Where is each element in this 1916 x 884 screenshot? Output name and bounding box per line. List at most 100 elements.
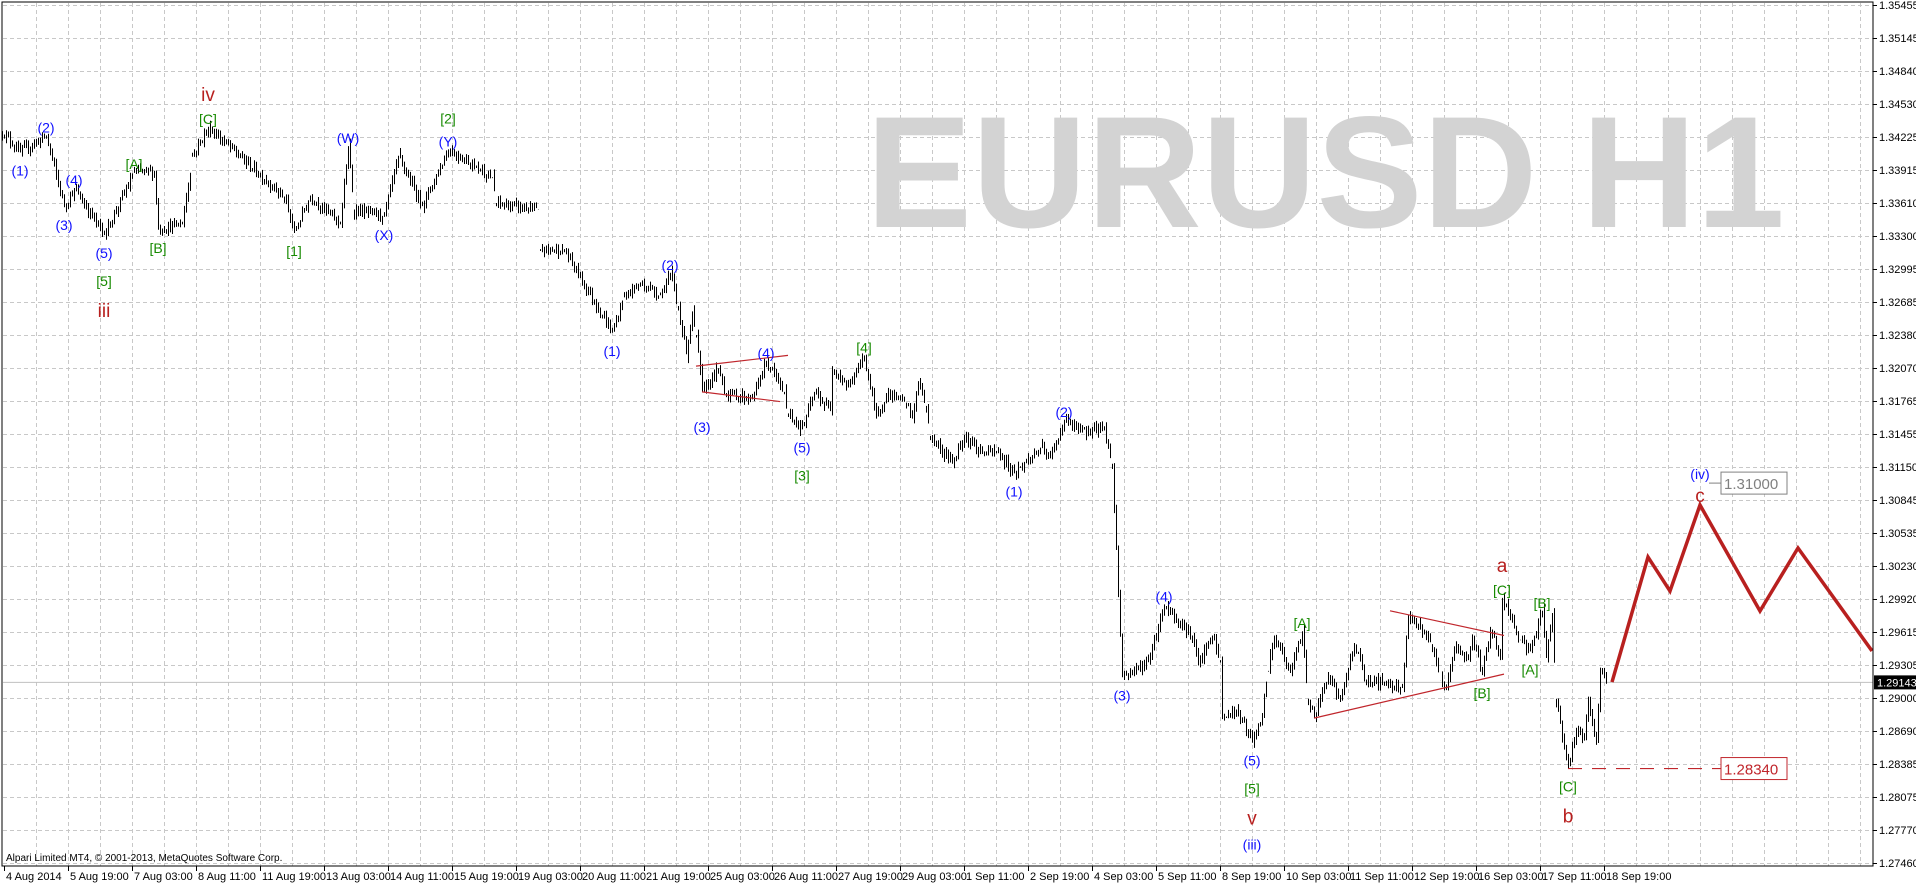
target-level-box[interactable] (1720, 471, 1788, 495)
wave-label: c (1695, 486, 1705, 507)
triangle-trendline[interactable] (1313, 673, 1505, 719)
analysis-overlays: 1.31000 1.28340 (695, 354, 1874, 781)
x-tick-label: 15 Aug 19:00 (454, 871, 519, 883)
x-tick-label: 8 Aug 11:00 (198, 871, 256, 883)
x-tick-label: 29 Aug 03:00 (902, 871, 967, 883)
wave-label: (3) (55, 217, 72, 233)
current-price-label: 1.29143 (1877, 677, 1916, 689)
triangle-trendline[interactable] (701, 391, 781, 403)
x-tick-label: 16 Sep 03:00 (1478, 871, 1543, 883)
y-tick-label: 1.34840 (1879, 66, 1916, 78)
triangle-trendline[interactable] (1389, 610, 1505, 637)
wave-label: (1) (11, 162, 28, 178)
x-tick-label: 13 Aug 03:00 (326, 871, 391, 883)
wave-label: (4) (65, 172, 82, 188)
y-tick-label: 1.32685 (1879, 297, 1916, 309)
wave-label: a (1497, 556, 1508, 577)
x-tick-label: 26 Aug 11:00 (774, 871, 838, 883)
y-tick-label: 1.28075 (1879, 792, 1916, 804)
chart-grid (3, 3, 1873, 866)
wave-label: [B] (1533, 595, 1550, 611)
price-axis[interactable]: 1.35455 1.35145 1.34840 1.34530 1.34225 1.339… (1873, 0, 1916, 870)
y-tick-label: 1.35145 (1879, 33, 1916, 45)
triangle-trendline[interactable] (695, 354, 789, 367)
copyright-text: Alpari Limited MT4, © 2001-2013, MetaQuo… (6, 853, 282, 864)
wave-label: (5) (95, 245, 112, 261)
wave-label: (5) (793, 439, 810, 455)
wave-label: (3) (693, 419, 710, 435)
x-tick-label: 4 Aug 2014 (6, 871, 62, 883)
wave-label: [A] (125, 156, 142, 172)
x-tick-label: 20 Aug 11:00 (582, 871, 646, 883)
wave-label: (iv) (1690, 466, 1709, 482)
current-price-badge (1874, 675, 1916, 690)
wave-label: iv (201, 85, 215, 106)
wave-label: [B] (149, 240, 166, 256)
stop-level-label: 1.28340 (1724, 762, 1778, 779)
y-tick-label: 1.33610 (1879, 198, 1916, 210)
y-tick-label: 1.34225 (1879, 132, 1916, 144)
x-tick-label: 11 Sep 11:00 (1350, 871, 1414, 883)
y-tick-label: 1.32070 (1879, 363, 1916, 375)
y-tick-label: 1.32995 (1879, 264, 1916, 276)
x-tick-label: 12 Sep 19:00 (1414, 871, 1479, 883)
x-tick-label: 5 Sep 11:00 (1158, 871, 1217, 883)
wave-label: (X) (375, 227, 394, 243)
wave-label: v (1247, 809, 1257, 830)
y-tick-label: 1.33915 (1879, 165, 1916, 177)
wave-label: [2] (440, 110, 456, 126)
wave-label: [5] (1244, 781, 1260, 797)
y-tick-label: 1.29305 (1879, 660, 1916, 672)
x-tick-label: 25 Aug 03:00 (710, 871, 775, 883)
x-tick-label: 2 Sep 19:00 (1030, 871, 1089, 883)
x-tick-label: 11 Aug 19:00 (262, 871, 326, 883)
y-tick-label: 1.29920 (1879, 594, 1916, 606)
wave-label: (2) (1055, 404, 1072, 420)
y-tick-label: 1.33300 (1879, 231, 1916, 243)
wave-label: (4) (757, 345, 774, 361)
price-bars (2, 120, 1607, 769)
x-tick-label: 1 Sep 11:00 (966, 871, 1025, 883)
y-tick-label: 1.27460 (1879, 858, 1916, 870)
wave-label: (1) (1005, 483, 1022, 499)
wave-label: [C] (1559, 778, 1577, 794)
time-axis[interactable]: 4 Aug 2014 5 Aug 19:00 7 Aug 03:00 8 Aug 11… (4, 866, 1672, 883)
y-tick-label: 1.35455 (1879, 0, 1916, 12)
x-tick-label: 7 Aug 03:00 (134, 871, 193, 883)
symbol-watermark: EURUSD H1 (866, 83, 1785, 261)
forecast-path[interactable] (1610, 500, 1874, 683)
wave-label: (iii) (1243, 837, 1262, 853)
x-tick-label: 4 Sep 03:00 (1094, 871, 1153, 883)
wave-label: [B] (1473, 685, 1490, 701)
wave-label: (3) (1113, 687, 1130, 703)
x-tick-label: 17 Sep 11:00 (1542, 871, 1607, 883)
wave-label: (2) (37, 119, 54, 135)
x-tick-label: 19 Aug 03:00 (518, 871, 583, 883)
target-level-label: 1.31000 (1724, 476, 1778, 493)
wave-label: (2) (661, 257, 678, 273)
wave-label: [A] (1293, 615, 1310, 631)
wave-label: [C] (199, 111, 217, 127)
y-tick-label: 1.30230 (1879, 561, 1916, 573)
y-tick-label: 1.28385 (1879, 759, 1916, 771)
wave-label: b (1563, 806, 1574, 827)
y-tick-label: 1.28690 (1879, 726, 1916, 738)
y-tick-label: 1.29000 (1879, 693, 1916, 705)
x-tick-label: 27 Aug 19:00 (838, 871, 903, 883)
x-tick-label: 18 Sep 19:00 (1606, 871, 1671, 883)
y-tick-label: 1.30535 (1879, 528, 1916, 540)
x-tick-label: 5 Aug 19:00 (70, 871, 129, 883)
wave-label: [C] (1493, 582, 1511, 598)
y-tick-label: 1.32380 (1879, 330, 1916, 342)
x-tick-label: 21 Aug 19:00 (646, 871, 711, 883)
x-tick-label: 8 Sep 19:00 (1222, 871, 1281, 883)
wave-label: [1] (286, 243, 302, 259)
y-tick-label: 1.31765 (1879, 396, 1916, 408)
wave-label: (5) (1243, 753, 1260, 769)
y-tick-label: 1.34530 (1879, 99, 1916, 111)
y-tick-label: 1.31455 (1879, 429, 1916, 441)
stop-level-box[interactable] (1720, 757, 1788, 781)
x-tick-label: 10 Sep 03:00 (1286, 871, 1351, 883)
wave-label: [5] (96, 273, 112, 289)
